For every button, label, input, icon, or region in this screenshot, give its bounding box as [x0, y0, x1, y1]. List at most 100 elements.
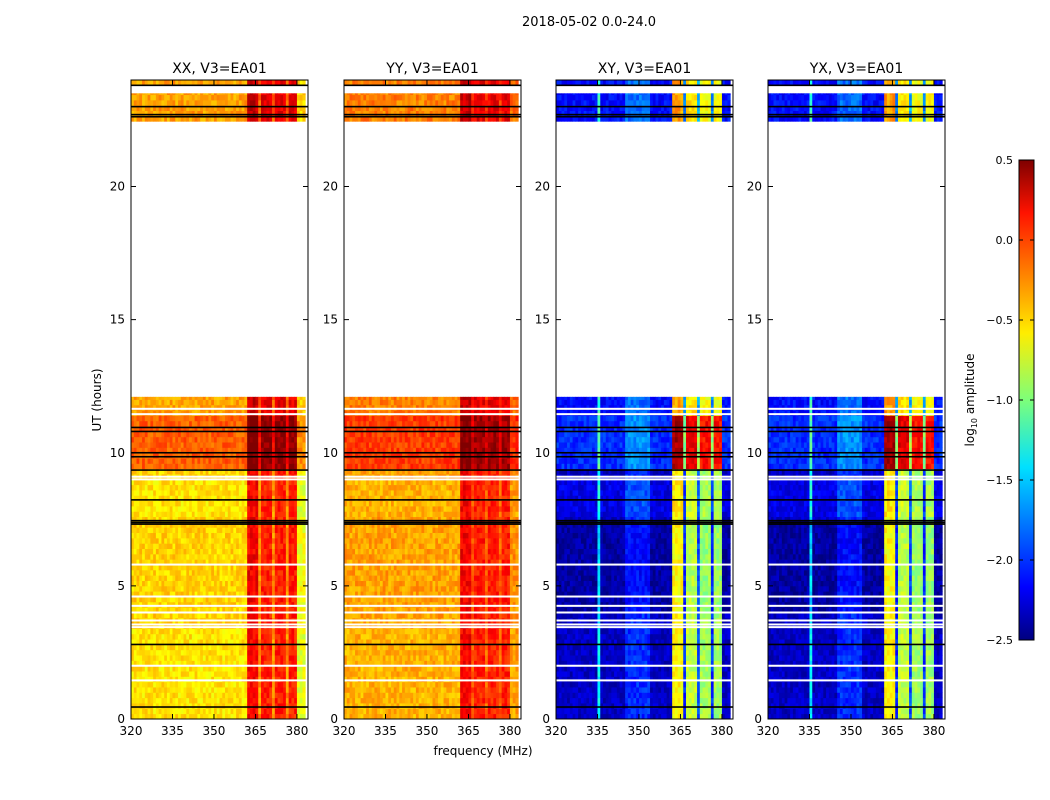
- heatmap-cell: [136, 463, 140, 470]
- heatmap-cell: [249, 99, 254, 106]
- heatmap-cell: [205, 532, 209, 539]
- heatmap-cell: [236, 633, 240, 640]
- heatmap-cell: [142, 105, 146, 112]
- heatmap-cell: [435, 681, 439, 688]
- heatmap-cell: [241, 420, 245, 427]
- heatmap-cell: [272, 80, 276, 86]
- heatmap-cell: [272, 415, 276, 422]
- heatmap-cell: [216, 484, 220, 491]
- heatmap-cell: [175, 639, 179, 645]
- heatmap-cell: [133, 442, 137, 448]
- heatmap-cell: [222, 687, 226, 693]
- heatmap-cell: [155, 537, 160, 544]
- heatmap-cell: [302, 500, 306, 507]
- heatmap-cell: [191, 612, 196, 619]
- heatmap-cell: [230, 93, 234, 96]
- heatmap-cell: [263, 692, 267, 699]
- heatmap-cell: [222, 703, 226, 709]
- heatmap-cell: [258, 110, 262, 117]
- heatmap-cell: [490, 713, 494, 720]
- heatmap-cell: [285, 420, 290, 427]
- heatmap-cell: [515, 703, 519, 709]
- heatmap-cell: [291, 420, 295, 427]
- heatmap-cell: [144, 105, 148, 112]
- heatmap-cell: [302, 463, 306, 470]
- heatmap-cell: [180, 607, 184, 613]
- heatmap-cell: [131, 596, 135, 603]
- heatmap-cell: [238, 115, 243, 122]
- heatmap-cell: [385, 713, 389, 720]
- heatmap-cell: [272, 94, 276, 101]
- heatmap-cell: [277, 442, 281, 448]
- heatmap-cell: [136, 639, 140, 645]
- heatmap-cell: [302, 410, 306, 416]
- heatmap-cell: [302, 697, 306, 704]
- heatmap-cell: [302, 681, 306, 688]
- heatmap-cell: [153, 649, 157, 656]
- heatmap-cell: [288, 426, 292, 432]
- heatmap-cell: [274, 596, 278, 603]
- heatmap-cell: [247, 660, 251, 667]
- heatmap-cell: [274, 649, 278, 656]
- heatmap-cell: [280, 580, 284, 587]
- heatmap-cell: [205, 697, 209, 704]
- heatmap-cell: [169, 415, 173, 422]
- heatmap-cell: [219, 532, 223, 539]
- heatmap-cell: [272, 697, 276, 704]
- heatmap-cell: [144, 420, 148, 427]
- heatmap-cell: [147, 628, 151, 635]
- heatmap-cell: [263, 649, 267, 656]
- heatmap-cell: [360, 703, 364, 709]
- heatmap-cell: [136, 644, 140, 651]
- heatmap-cell: [213, 601, 218, 608]
- heatmap-cell: [302, 612, 306, 619]
- heatmap-cell: [415, 687, 420, 693]
- heatmap-cell: [197, 495, 201, 502]
- heatmap-cell: [161, 110, 165, 117]
- heatmap-cell: [211, 442, 215, 448]
- heatmap-cell: [496, 697, 500, 704]
- heatmap-cell: [147, 596, 151, 603]
- heatmap-cell: [363, 681, 367, 688]
- heatmap-cell: [465, 676, 469, 683]
- heatmap-cell: [421, 703, 425, 709]
- heatmap-cell: [252, 532, 256, 539]
- heatmap-cell: [180, 665, 184, 672]
- heatmap-cell: [158, 633, 162, 640]
- heatmap-cell: [244, 479, 248, 486]
- heatmap-cell: [272, 692, 276, 699]
- heatmap-cell: [260, 458, 265, 464]
- heatmap-cell: [225, 458, 229, 464]
- heatmap-cell: [200, 564, 204, 571]
- heatmap-cell: [280, 537, 284, 544]
- heatmap-cell: [155, 559, 160, 565]
- heatmap-cell: [222, 628, 226, 635]
- heatmap-cell: [288, 671, 292, 677]
- heatmap-cell: [161, 500, 165, 507]
- heatmap-cell: [144, 410, 148, 416]
- heatmap-cell: [258, 575, 262, 581]
- heatmap-cell: [272, 110, 276, 117]
- heatmap-cell: [186, 607, 190, 613]
- heatmap-cell: [438, 708, 442, 715]
- heatmap-cell: [291, 506, 295, 512]
- heatmap-cell: [388, 697, 392, 704]
- heatmap-cell: [247, 649, 251, 656]
- heatmap-cell: [153, 559, 157, 565]
- heatmap-cell: [346, 687, 350, 693]
- heatmap-cell: [299, 687, 303, 693]
- heatmap-cell: [169, 93, 173, 96]
- heatmap-cell: [227, 110, 231, 117]
- heatmap-cell: [205, 564, 209, 571]
- heatmap-cell: [166, 468, 171, 475]
- heatmap-cell: [382, 692, 386, 699]
- heatmap-cell: [371, 697, 375, 704]
- heatmap-cell: [241, 655, 245, 661]
- heatmap-cell: [230, 399, 234, 406]
- heatmap-cell: [247, 681, 251, 688]
- heatmap-cell: [272, 585, 276, 592]
- heatmap-cell: [249, 564, 254, 571]
- heatmap-cell: [366, 671, 370, 677]
- heatmap-cell: [194, 511, 198, 518]
- heatmap-cell: [169, 537, 173, 544]
